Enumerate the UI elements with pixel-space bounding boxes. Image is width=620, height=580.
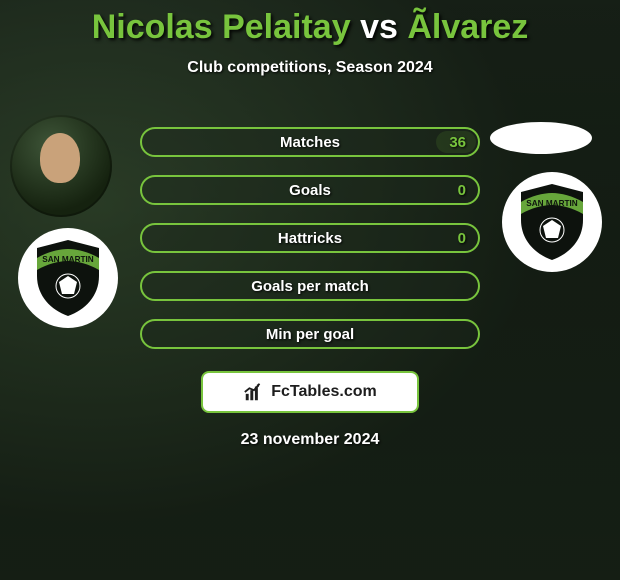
shield-icon: SAN MARTIN [33,238,103,318]
player2-avatar [490,122,592,154]
player1-avatar [10,115,112,217]
player2-club-crest: SAN MARTIN [502,172,602,272]
site-badge: FcTables.com [201,371,419,413]
crest-band-text: SAN MARTIN [42,255,93,264]
date-text: 23 november 2024 [0,431,620,449]
stat-value-right: 0 [458,182,466,199]
page-title: Nicolas Pelaitay vs Ãlvarez [0,0,620,47]
stat-label: Matches [280,134,340,151]
stat-label: Min per goal [266,326,354,343]
stat-row-gpm: Goals per match [140,271,480,301]
player2-name: Ãlvarez [407,8,528,46]
subtitle: Club competitions, Season 2024 [0,59,620,77]
player1-name: Nicolas Pelaitay [92,8,351,46]
stat-row-matches: Matches 36 [140,127,480,157]
player1-club-crest: SAN MARTIN [18,228,118,328]
stat-row-hattricks: Hattricks 0 [140,223,480,253]
stat-label: Goals [289,182,331,199]
stat-row-goals: Goals 0 [140,175,480,205]
infographic-content: Nicolas Pelaitay vs Ãlvarez Club competi… [0,0,620,580]
stat-row-mpg: Min per goal [140,319,480,349]
stat-label: Goals per match [251,278,369,295]
stats-list: Matches 36 Goals 0 Hattricks 0 Goals per… [140,127,480,349]
chart-icon [243,381,265,403]
stat-value-right: 36 [449,134,466,151]
stat-label: Hattricks [278,230,342,247]
vs-text: vs [360,8,398,46]
stat-value-right: 0 [458,230,466,247]
site-name: FcTables.com [271,383,377,401]
shield-icon: SAN MARTIN [517,182,587,262]
crest-band-text: SAN MARTIN [526,199,577,208]
